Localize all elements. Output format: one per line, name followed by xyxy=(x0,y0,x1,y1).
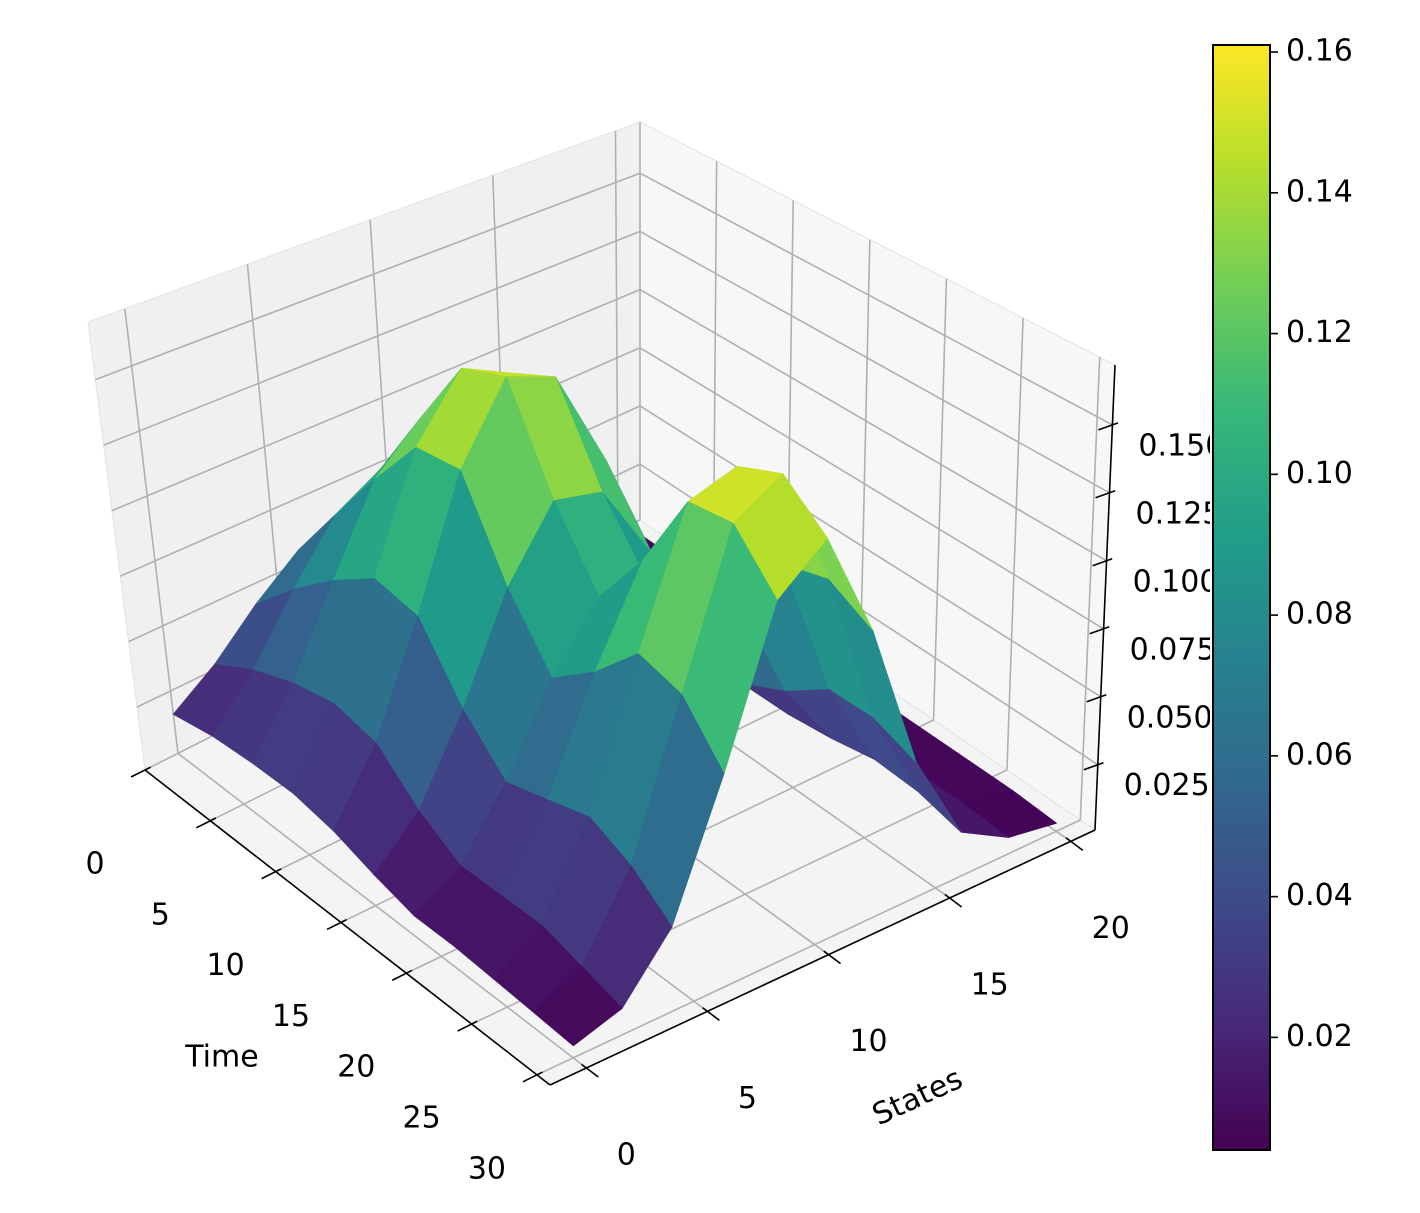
x-tick-label: 0 xyxy=(85,847,104,882)
z-tick-label: 0.125 xyxy=(1136,496,1222,531)
y-tick-label: 20 xyxy=(1092,911,1130,946)
y-tick-label: 0 xyxy=(617,1138,636,1173)
tick-mark xyxy=(581,1063,599,1078)
tick-mark xyxy=(522,1071,543,1083)
x-tick-label: 5 xyxy=(151,897,170,932)
grid-line xyxy=(124,308,179,754)
tick-mark xyxy=(1095,490,1116,499)
x-axis-label: Time xyxy=(184,1040,258,1075)
grid-line xyxy=(95,172,641,381)
tick-mark xyxy=(1083,761,1104,771)
grid-line xyxy=(639,288,1107,562)
z-tick-label: 0.025 xyxy=(1124,768,1210,803)
x-axis-line xyxy=(144,769,551,1086)
grid-line xyxy=(103,230,641,446)
surface xyxy=(172,367,1057,1047)
tick-mark xyxy=(457,1020,478,1032)
grid-line xyxy=(536,819,1081,1076)
y-tick-label: 15 xyxy=(971,968,1009,1003)
grid-line xyxy=(639,347,1105,630)
tick-mark xyxy=(391,969,413,981)
y-tick-label: 5 xyxy=(738,1081,757,1116)
x-tick-label: 10 xyxy=(207,948,245,983)
tick-mark xyxy=(702,1007,720,1021)
z-tick-label: 0.075 xyxy=(1130,632,1216,667)
colorbar-tick-label: 0.14 xyxy=(1286,174,1353,209)
x-tick-label: 20 xyxy=(337,1050,375,1085)
grid-line xyxy=(177,752,587,1069)
tick-mark xyxy=(1065,837,1084,851)
tick-mark xyxy=(1092,558,1113,567)
surface-face xyxy=(533,966,623,1047)
colorbar xyxy=(1212,44,1271,1151)
axes: 0 5 10 15 20 25 30 0 5 10 15 20 xyxy=(85,364,1130,1186)
tick-mark xyxy=(326,918,347,931)
z-tick-labels: 0.025 0.050 0.075 0.100 0.125 0.150 xyxy=(1124,428,1224,803)
colorbar-tick-label: 0.12 xyxy=(1286,315,1353,350)
x-tick-label: 30 xyxy=(468,1151,506,1186)
z-tick-label: 0.100 xyxy=(1133,564,1219,599)
y-axis-line xyxy=(549,829,1096,1086)
tick-mark xyxy=(1098,422,1119,431)
grid-line xyxy=(639,230,1110,494)
colorbar-tick-label: 0.16 xyxy=(1286,34,1353,69)
colorbar-tick-label: 0.02 xyxy=(1286,1019,1353,1054)
z-tick-label: 0.150 xyxy=(1138,428,1224,463)
tick-mark xyxy=(823,950,842,965)
colorbar-tick-label: 0.10 xyxy=(1286,456,1353,491)
grid-line xyxy=(639,405,1102,698)
grid-line xyxy=(614,130,619,532)
z-axis-line xyxy=(1094,364,1116,831)
colorbar-tick-label: 0.04 xyxy=(1286,878,1353,913)
x-tick-label: 25 xyxy=(403,1101,441,1136)
grid-line xyxy=(639,172,1113,426)
colorbar-tick-label: 0.08 xyxy=(1286,597,1353,632)
x-tick-label: 15 xyxy=(272,999,310,1034)
tick-mark xyxy=(1089,626,1110,635)
tick-mark xyxy=(944,893,963,908)
grid-line xyxy=(1006,317,1024,771)
tick-mark xyxy=(130,766,151,778)
grid-line xyxy=(111,288,641,512)
z-tick-label: 0.050 xyxy=(1127,700,1213,735)
grid-line xyxy=(1079,357,1101,821)
y-tick-label: 10 xyxy=(849,1024,887,1059)
colorbar-group: 0.02 0.04 0.06 0.08 0.10 0.12 0.14 0.16 xyxy=(1212,34,1353,1151)
colorbar-tick-label: 0.06 xyxy=(1286,737,1353,772)
tick-mark xyxy=(1086,694,1107,703)
tick-mark xyxy=(261,868,282,880)
grid-line xyxy=(932,278,948,721)
grid-line xyxy=(859,239,871,671)
tick-mark xyxy=(195,817,217,829)
